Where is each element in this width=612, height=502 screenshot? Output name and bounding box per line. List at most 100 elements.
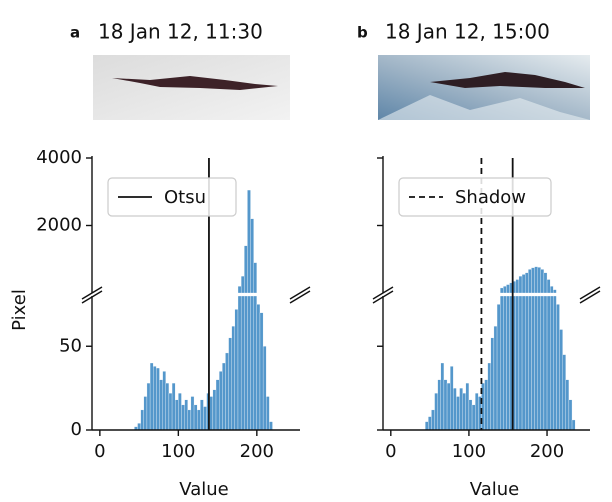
bar xyxy=(137,423,141,431)
bar xyxy=(443,379,448,431)
bar-upper xyxy=(537,267,541,294)
legend-label: Otsu xyxy=(164,187,206,208)
bar xyxy=(496,304,501,431)
bar xyxy=(540,295,545,431)
bar xyxy=(462,392,466,431)
bar xyxy=(456,396,460,431)
bar-upper xyxy=(515,279,520,294)
x-axis-label: Value xyxy=(179,479,228,500)
bar xyxy=(219,371,223,431)
bar xyxy=(487,362,491,431)
axis-break xyxy=(579,290,601,304)
bar xyxy=(525,295,529,431)
bar-upper xyxy=(503,286,507,294)
bar-upper xyxy=(521,274,526,294)
bar xyxy=(471,404,476,431)
axis-break xyxy=(289,286,311,300)
bar xyxy=(493,325,498,431)
bar xyxy=(190,396,195,431)
bar-upper xyxy=(244,245,248,294)
bar xyxy=(437,379,441,431)
bar xyxy=(459,387,463,431)
bar xyxy=(475,392,479,431)
bar xyxy=(156,367,160,431)
bar xyxy=(506,295,510,431)
bar xyxy=(556,304,560,431)
bar xyxy=(197,409,201,431)
bar xyxy=(244,295,248,431)
bar xyxy=(193,404,198,431)
bar xyxy=(521,295,526,431)
bar-upper xyxy=(540,269,545,294)
axis-break xyxy=(81,290,103,304)
axis-break xyxy=(372,290,394,304)
bar xyxy=(434,392,438,431)
bar xyxy=(250,295,254,431)
bar xyxy=(228,337,232,431)
y-tick-label: 50 xyxy=(59,335,82,356)
bar xyxy=(149,362,154,431)
panel-label: a xyxy=(70,24,80,42)
bar-upper xyxy=(543,272,548,294)
panel-label: b xyxy=(357,24,368,42)
bar xyxy=(269,421,273,431)
x-tick-label: 100 xyxy=(161,441,195,462)
bar xyxy=(225,352,229,431)
bar xyxy=(146,382,151,431)
bar xyxy=(428,416,432,431)
x-tick-label: 200 xyxy=(240,441,274,462)
y-tick-label: 0 xyxy=(71,419,82,440)
bar xyxy=(453,387,457,431)
axis-break xyxy=(289,290,311,304)
bar xyxy=(515,295,520,431)
bar xyxy=(571,419,576,431)
bar xyxy=(168,392,173,431)
bar xyxy=(187,409,192,431)
bar xyxy=(143,396,148,431)
bar xyxy=(431,409,435,431)
bar-upper xyxy=(237,286,242,294)
bar xyxy=(203,406,207,431)
bar xyxy=(490,337,495,431)
bar xyxy=(565,379,570,431)
bar xyxy=(178,392,182,431)
axis-break xyxy=(579,286,601,300)
bar xyxy=(237,295,242,431)
bar-upper xyxy=(534,266,538,294)
bar xyxy=(262,346,267,431)
bar xyxy=(165,382,170,431)
bar xyxy=(259,312,264,431)
bar xyxy=(537,295,541,431)
bar xyxy=(222,362,226,431)
photo-a xyxy=(93,55,290,120)
bar-upper xyxy=(253,262,257,294)
bar-upper xyxy=(550,286,554,294)
bar xyxy=(440,362,445,431)
bar xyxy=(568,399,573,431)
bar-upper xyxy=(518,275,523,294)
bar xyxy=(534,295,538,431)
panel-title: 18 Jan 12, 11:30 xyxy=(98,20,263,44)
y-tick-label: 2000 xyxy=(36,215,82,236)
bar xyxy=(212,389,217,431)
bar xyxy=(531,295,535,431)
bar xyxy=(446,382,451,431)
bar xyxy=(266,396,270,431)
bar xyxy=(253,295,257,431)
photo-b xyxy=(378,55,590,120)
bar xyxy=(500,295,504,431)
bar-upper xyxy=(240,275,245,294)
bar xyxy=(215,379,220,431)
bar xyxy=(231,325,236,431)
bar xyxy=(465,382,470,431)
x-tick-label: 0 xyxy=(94,441,105,462)
bar xyxy=(240,295,245,431)
bar xyxy=(159,379,163,431)
bar xyxy=(518,295,523,431)
bar xyxy=(140,409,144,431)
bar-upper xyxy=(528,269,532,294)
bar xyxy=(209,396,214,431)
panel-title: 18 Jan 12, 15:00 xyxy=(385,20,550,44)
bar xyxy=(184,399,188,431)
bar xyxy=(425,421,429,431)
